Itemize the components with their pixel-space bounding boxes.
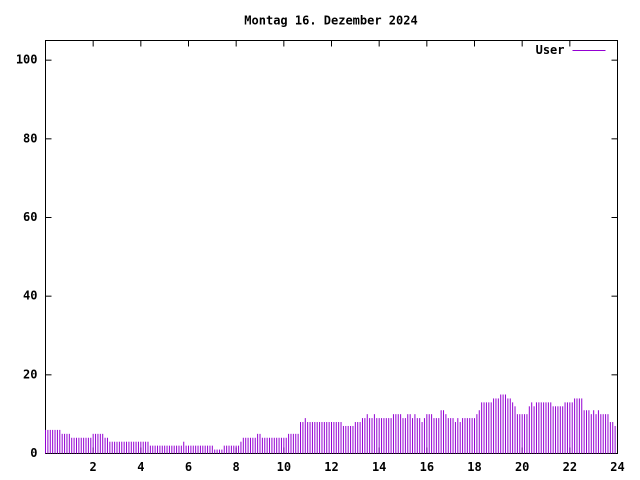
y-tick-label: 40 xyxy=(23,289,37,303)
x-tick-label: 16 xyxy=(420,460,434,474)
x-tick-label: 12 xyxy=(324,460,338,474)
y-tick-label: 60 xyxy=(23,210,37,224)
y-tick-label: 0 xyxy=(30,446,37,460)
x-tick-label: 24 xyxy=(610,460,624,474)
x-tick-label: 10 xyxy=(277,460,291,474)
legend-label: User xyxy=(536,43,565,57)
plot-frame xyxy=(45,40,618,454)
chart-title: Montag 16. Dezember 2024 xyxy=(244,14,417,28)
x-tick-label: 8 xyxy=(233,460,240,474)
x-tick-label: 22 xyxy=(563,460,577,474)
x-tick-label: 20 xyxy=(515,460,529,474)
x-tick-label: 6 xyxy=(185,460,192,474)
y-tick-label: 100 xyxy=(16,53,38,67)
x-tick-label: 4 xyxy=(137,460,144,474)
x-tick-label: 14 xyxy=(372,460,386,474)
x-tick-label: 18 xyxy=(467,460,481,474)
y-tick-label: 80 xyxy=(23,131,37,145)
y-tick-label: 20 xyxy=(23,367,37,381)
x-tick-label: 2 xyxy=(90,460,97,474)
